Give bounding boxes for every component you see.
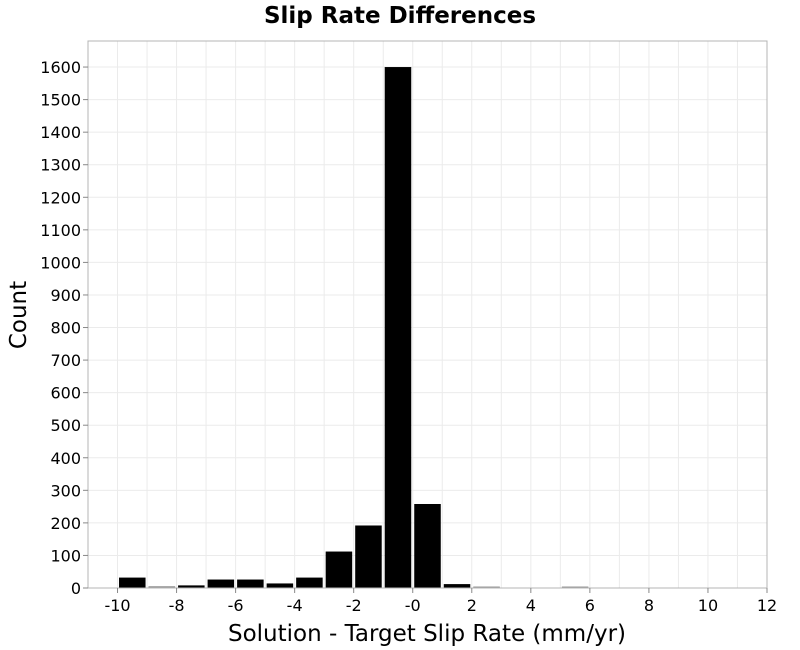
histogram-bar: [266, 583, 294, 588]
y-tick-label: 1200: [40, 188, 81, 207]
y-tick-label: 100: [50, 546, 81, 565]
histogram-bar: [207, 579, 235, 588]
y-axis-ticks: 0 100 200 300 400 500 600 700 800 900 1000 1100 1200…: [40, 58, 88, 598]
grid-lines: [87, 41, 768, 589]
histogram-bar: [296, 577, 323, 588]
y-tick-label: 1500: [40, 91, 81, 110]
x-tick-label: 2: [467, 596, 477, 615]
x-tick-label: 12: [757, 596, 777, 615]
x-axis-label: Solution - Target Slip Rate (mm/yr): [228, 621, 626, 647]
y-tick-label: 700: [50, 351, 81, 370]
x-tick-label: -8: [169, 596, 185, 615]
x-tick-label: 6: [585, 596, 595, 615]
x-tick-label: -4: [287, 596, 303, 615]
y-tick-label: 1400: [40, 123, 81, 142]
y-tick-label: 600: [50, 384, 81, 403]
x-tick-label: -0: [405, 596, 421, 615]
y-tick-label: 500: [50, 416, 81, 435]
y-tick-label: 400: [50, 449, 81, 468]
plot-frame: [87, 40, 768, 589]
histogram-bar: [384, 67, 412, 589]
x-tick-label: -2: [346, 596, 362, 615]
y-axis-label: Count: [6, 281, 32, 349]
histogram-bar: [355, 525, 382, 588]
x-tick-label: -6: [228, 596, 244, 615]
x-tick-label: 10: [698, 596, 718, 615]
y-tick-label: 300: [50, 481, 81, 500]
y-tick-label: 1100: [40, 221, 81, 240]
histogram-bar: [178, 585, 205, 588]
histogram-bar: [414, 503, 441, 588]
x-tick-label: 4: [526, 596, 536, 615]
histogram-bars: [119, 67, 589, 589]
histogram-bar: [237, 579, 264, 588]
y-tick-label: 1300: [40, 156, 81, 175]
histogram-bar: [443, 584, 471, 588]
x-tick-label: 8: [644, 596, 654, 615]
x-axis-ticks: -10 -8 -6 -4 -2 -0 2 4 6 8 10 12: [104, 588, 777, 615]
y-tick-label: 1000: [40, 253, 81, 272]
histogram-bar: [119, 577, 146, 588]
chart-title: Slip Rate Differences: [263, 3, 537, 29]
y-tick-label: 200: [50, 514, 81, 533]
y-tick-label: 800: [50, 319, 81, 338]
histogram-bar: [325, 551, 353, 588]
y-tick-label: 0: [71, 579, 81, 598]
y-tick-label: 900: [50, 286, 81, 305]
y-tick-label: 1600: [40, 58, 81, 77]
x-tick-label: -10: [104, 596, 130, 615]
